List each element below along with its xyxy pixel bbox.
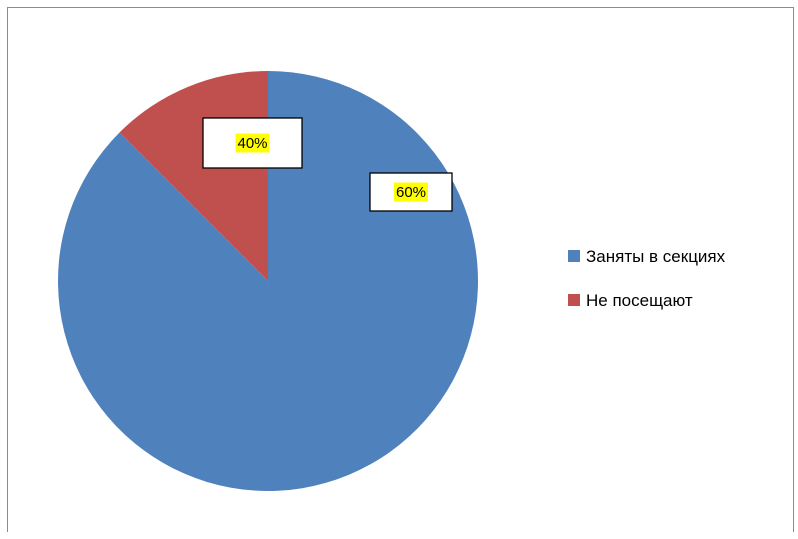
- data-label-text: 40%: [237, 135, 267, 152]
- data-label-2: 40%: [202, 117, 303, 169]
- data-label-text: 60%: [396, 184, 426, 201]
- legend-item-2: Не посещают: [568, 291, 693, 310]
- legend-label: Заняты в секциях: [586, 247, 726, 266]
- data-labels: 60% 40%: [202, 117, 453, 212]
- legend-swatch: [568, 250, 580, 262]
- data-label-1: 60%: [369, 172, 453, 212]
- legend: Заняты в секциях Не посещают: [568, 247, 726, 310]
- data-label-highlight: [235, 133, 270, 153]
- legend-swatch: [568, 294, 580, 306]
- data-label-highlight: [394, 182, 428, 202]
- legend-label: Не посещают: [586, 291, 693, 310]
- legend-item-1: Заняты в секциях: [568, 247, 726, 266]
